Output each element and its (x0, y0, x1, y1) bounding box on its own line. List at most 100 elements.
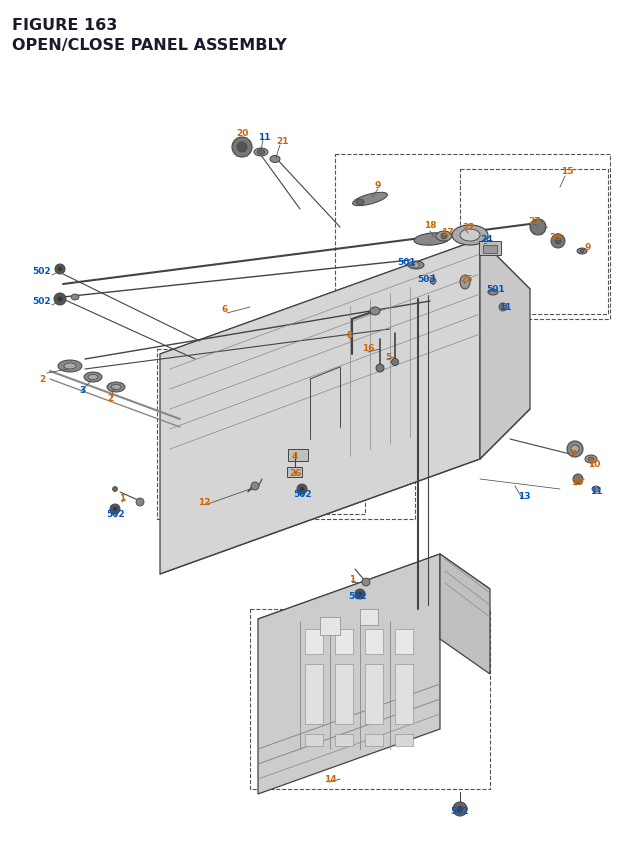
Circle shape (58, 297, 63, 302)
Bar (335, 629, 353, 654)
Ellipse shape (257, 151, 265, 155)
Bar (395, 629, 413, 654)
Ellipse shape (64, 363, 76, 369)
Ellipse shape (356, 200, 364, 206)
Text: 501: 501 (486, 285, 506, 294)
Text: 11: 11 (589, 487, 602, 496)
Text: 16: 16 (362, 344, 374, 353)
Circle shape (297, 485, 307, 494)
Text: 8: 8 (347, 331, 353, 340)
Text: 9: 9 (375, 180, 381, 189)
Circle shape (300, 487, 304, 492)
Ellipse shape (84, 373, 102, 382)
Ellipse shape (585, 455, 597, 463)
Text: 19: 19 (571, 478, 583, 487)
Bar (395, 664, 413, 724)
Ellipse shape (71, 294, 79, 300)
Circle shape (376, 364, 384, 373)
Circle shape (413, 263, 419, 269)
Text: 502: 502 (107, 510, 125, 519)
Ellipse shape (370, 307, 380, 316)
Bar (335, 664, 353, 724)
Text: 1: 1 (349, 575, 355, 584)
Bar (305, 629, 323, 654)
Text: 12: 12 (198, 498, 211, 507)
Bar (365, 664, 383, 724)
Ellipse shape (488, 289, 498, 295)
Text: 502: 502 (33, 297, 51, 307)
Ellipse shape (460, 230, 480, 242)
Text: 501: 501 (397, 258, 416, 267)
Circle shape (251, 482, 259, 491)
Text: 502: 502 (294, 490, 312, 499)
Ellipse shape (577, 249, 587, 255)
Text: 21: 21 (276, 138, 288, 146)
Text: 26: 26 (289, 469, 301, 478)
Text: 4: 4 (292, 452, 298, 461)
Circle shape (54, 294, 66, 306)
Text: 25: 25 (460, 276, 472, 284)
Text: 502: 502 (451, 807, 469, 815)
Circle shape (355, 589, 365, 599)
Polygon shape (440, 554, 490, 674)
Ellipse shape (408, 262, 424, 269)
Ellipse shape (58, 361, 82, 373)
Circle shape (358, 592, 362, 597)
Circle shape (237, 143, 247, 152)
Text: 6: 6 (222, 305, 228, 314)
Text: 23: 23 (550, 233, 563, 242)
Circle shape (499, 304, 507, 312)
Ellipse shape (436, 232, 452, 242)
Text: 2: 2 (39, 375, 45, 384)
Text: 5: 5 (385, 353, 391, 362)
Text: 24: 24 (481, 235, 493, 245)
Polygon shape (258, 554, 490, 654)
Text: 1: 1 (119, 494, 125, 503)
Circle shape (530, 220, 546, 236)
Text: 502: 502 (349, 592, 367, 601)
Text: 20: 20 (236, 129, 248, 139)
Ellipse shape (588, 457, 594, 461)
Bar (320, 617, 340, 635)
Circle shape (555, 238, 561, 245)
Text: 11: 11 (258, 133, 270, 141)
Circle shape (430, 279, 436, 285)
Text: 27: 27 (529, 217, 541, 226)
Text: 502: 502 (33, 267, 51, 276)
Circle shape (457, 806, 463, 812)
Text: 11: 11 (499, 303, 511, 313)
Bar (365, 734, 383, 746)
Bar (483, 245, 497, 254)
Polygon shape (258, 554, 440, 794)
Ellipse shape (592, 486, 600, 492)
Text: 9: 9 (585, 243, 591, 252)
Ellipse shape (107, 382, 125, 393)
Bar (335, 734, 353, 746)
Ellipse shape (270, 157, 280, 164)
Ellipse shape (254, 149, 268, 157)
Text: 2: 2 (107, 394, 113, 403)
Text: 15: 15 (561, 167, 573, 177)
Circle shape (441, 233, 447, 239)
Circle shape (55, 264, 65, 275)
Polygon shape (160, 239, 530, 405)
Circle shape (453, 802, 467, 816)
Circle shape (113, 487, 118, 492)
Bar (365, 629, 383, 654)
Ellipse shape (414, 233, 450, 246)
Circle shape (392, 359, 399, 366)
Circle shape (110, 505, 120, 514)
Polygon shape (160, 239, 480, 574)
Ellipse shape (111, 385, 121, 390)
Circle shape (136, 499, 144, 506)
Ellipse shape (452, 226, 488, 245)
Text: 14: 14 (324, 775, 336, 784)
Ellipse shape (353, 193, 387, 207)
Text: 22: 22 (461, 223, 474, 232)
Ellipse shape (460, 276, 470, 289)
Bar (360, 610, 378, 625)
Circle shape (113, 507, 117, 511)
Circle shape (58, 268, 62, 272)
Bar (287, 468, 302, 478)
Circle shape (567, 442, 583, 457)
